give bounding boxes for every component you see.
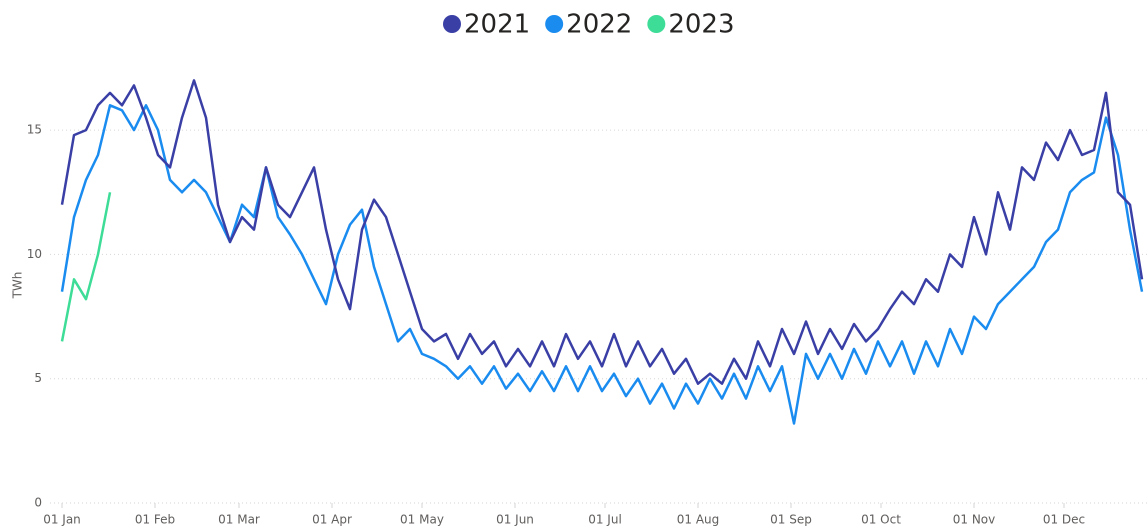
x-tick-label: 01 Jan	[43, 513, 81, 527]
x-tick-label: 01 Aug	[677, 513, 720, 527]
x-tick-label: 01 Sep	[770, 513, 812, 527]
series-line	[60, 192, 112, 342]
x-tick-label: 01 Jun	[496, 513, 534, 527]
y-tick-label: 0	[34, 496, 42, 510]
y-axis-label: TWh	[11, 272, 25, 300]
legend-marker	[443, 15, 461, 33]
series-line	[60, 104, 1144, 425]
y-tick-label: 5	[34, 371, 42, 385]
x-tick-label: 01 Mar	[218, 513, 260, 527]
legend-marker	[545, 15, 564, 33]
x-tick-label: 01 Feb	[135, 513, 175, 527]
x-tick-label: 01 Apr	[312, 513, 352, 527]
x-tick-label: 01 Nov	[953, 513, 996, 527]
x-tick-label: 01 Dec	[1043, 513, 1085, 527]
series-line	[60, 79, 1144, 385]
x-tick-label: 01 Oct	[861, 513, 901, 527]
legend-label: 2021	[464, 10, 530, 40]
legend-label: 2023	[668, 10, 734, 40]
y-tick-label: 10	[27, 247, 42, 261]
legend-label: 2022	[566, 10, 632, 40]
x-tick-label: 01 Jul	[588, 513, 622, 527]
x-tick-label: 01 May	[400, 513, 444, 527]
legend-marker	[647, 15, 666, 33]
y-tick-label: 15	[27, 123, 42, 137]
